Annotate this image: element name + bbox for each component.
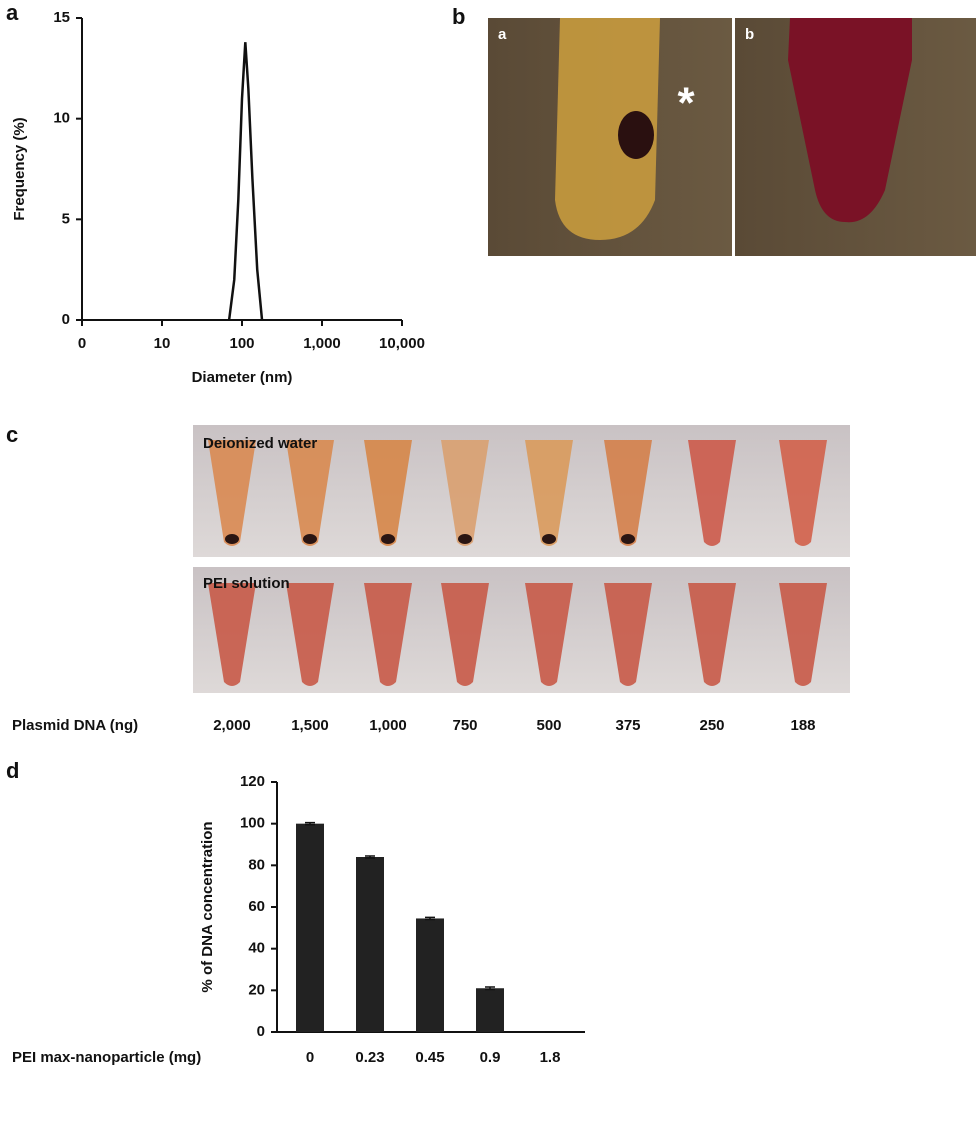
panel-label: c: [6, 422, 18, 447]
y-tick-label: 40: [248, 940, 265, 957]
y-tick-label: 10: [53, 110, 70, 127]
amount-label: 188: [790, 717, 815, 734]
pellet: [618, 111, 654, 159]
marker: *: [677, 79, 695, 128]
error-bar: [305, 823, 315, 825]
bar: [476, 988, 504, 1032]
panel-label: a: [6, 0, 19, 25]
bar: [356, 857, 384, 1032]
y-tick-label: 60: [248, 898, 265, 915]
pellet: [381, 534, 395, 544]
line: [229, 42, 262, 320]
y-tick-label: 20: [248, 981, 265, 998]
amount-label: 375: [615, 717, 640, 734]
photo-label: Deionized water: [203, 435, 317, 452]
x-axis-label: PEI max-nanoparticle (mg): [12, 1049, 201, 1066]
y-tick-label: 0: [62, 311, 70, 328]
x-axis-label: Diameter (nm): [192, 369, 293, 386]
y-tick-label: 120: [240, 773, 265, 790]
x-tick-label: 0.23: [355, 1049, 384, 1066]
x-tick-label: 1,000: [303, 335, 341, 352]
amount-label: 500: [536, 717, 561, 734]
x-tick-label: 0: [78, 335, 86, 352]
y-tick-label: 5: [62, 210, 70, 227]
x-tick-label: 0.9: [480, 1049, 501, 1066]
y-tick-label: 80: [248, 856, 265, 873]
y-axis-label: % of DNA concentration: [199, 821, 216, 992]
pellet: [621, 534, 635, 544]
x-tick-label: 10: [154, 335, 171, 352]
y-tick-label: 0: [257, 1023, 265, 1040]
axis-label: Plasmid DNA (ng): [12, 717, 138, 734]
photo-label: b: [745, 26, 754, 43]
amount-label: 750: [452, 717, 477, 734]
amount-label: 1,500: [291, 717, 329, 734]
x-tick-label: 10,000: [379, 335, 425, 352]
photo-label: PEI solution: [203, 575, 290, 592]
x-tick-label: 1.8: [540, 1049, 561, 1066]
x-tick-label: 0.45: [415, 1049, 444, 1066]
page: a b c d a * b Deionized water PEI soluti…: [0, 0, 976, 1124]
amount-label: 2,000: [213, 717, 251, 734]
pellet: [303, 534, 317, 544]
photo-label: a: [498, 26, 507, 43]
y-axis-label: Frequency (%): [11, 117, 28, 220]
y-tick-label: 100: [240, 815, 265, 832]
bar: [416, 918, 444, 1032]
pellet: [542, 534, 556, 544]
panel-label: b: [452, 4, 465, 29]
bar: [296, 824, 324, 1032]
amount-label: 1,000: [369, 717, 407, 734]
panel-label: d: [6, 758, 19, 783]
pellet: [458, 534, 472, 544]
x-tick-label: 0: [306, 1049, 314, 1066]
x-tick-label: 100: [229, 335, 254, 352]
figure: a b c d a * b Deionized water PEI soluti…: [0, 0, 976, 1124]
amount-label: 250: [699, 717, 724, 734]
y-tick-label: 15: [53, 9, 70, 26]
pellet: [225, 534, 239, 544]
